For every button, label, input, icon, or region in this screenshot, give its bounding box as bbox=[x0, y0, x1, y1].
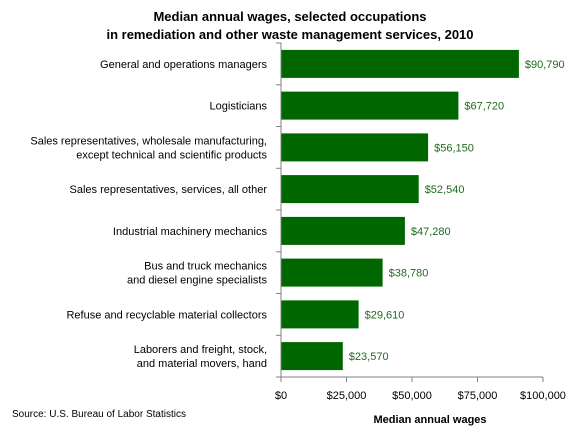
category-label: Sales representatives, wholesale manufac… bbox=[30, 135, 267, 147]
bar bbox=[281, 258, 383, 287]
data-label: $29,610 bbox=[365, 309, 405, 321]
category-label: and diesel engine specialists bbox=[127, 275, 268, 287]
category-label: Logisticians bbox=[210, 101, 268, 113]
data-label: $56,150 bbox=[434, 142, 474, 154]
category-label: Sales representatives, services, all oth… bbox=[70, 184, 268, 196]
source-note: Source: U.S. Bureau of Labor Statistics bbox=[12, 409, 186, 420]
data-label: $90,790 bbox=[525, 59, 565, 71]
chart-title-line: in remediation and other waste managemen… bbox=[106, 27, 473, 42]
category-label: Refuse and recyclable material collector… bbox=[66, 309, 267, 321]
x-axis-label: Median annual wages bbox=[373, 414, 486, 426]
category-label: Bus and truck mechanics bbox=[144, 261, 267, 273]
value-labels: $90,790 $67,720 $56,150 $52,540 $47,280 $38,7… bbox=[349, 59, 565, 363]
bar bbox=[281, 49, 519, 78]
data-label: $52,540 bbox=[425, 184, 465, 196]
x-tick-label: $50,000 bbox=[392, 390, 432, 402]
x-tick-label: $25,000 bbox=[327, 390, 367, 402]
x-tick-label: $0 bbox=[275, 390, 287, 402]
category-label: Laborers and freight, stock, bbox=[134, 344, 267, 356]
bars-group bbox=[281, 49, 519, 371]
category-label: Industrial machinery mechanics bbox=[113, 226, 268, 238]
data-label: $23,570 bbox=[349, 351, 389, 363]
category-labels: General and operations managers Logistici… bbox=[30, 59, 267, 370]
bar bbox=[281, 342, 343, 371]
chart-title: Median annual wages, selected occupation… bbox=[106, 9, 473, 42]
category-label: except technical and scientific products bbox=[76, 149, 267, 161]
bar bbox=[281, 216, 405, 245]
bar bbox=[281, 300, 359, 329]
category-label: and material movers, hand bbox=[137, 358, 267, 370]
bar bbox=[281, 175, 419, 204]
axes bbox=[276, 42, 544, 382]
bar bbox=[281, 133, 429, 162]
data-label: $38,780 bbox=[389, 268, 429, 280]
chart-title-line: Median annual wages, selected occupation… bbox=[153, 9, 426, 24]
category-label: General and operations managers bbox=[100, 59, 267, 71]
x-tick-label: $100,000 bbox=[520, 390, 566, 402]
bar bbox=[281, 91, 459, 120]
data-label: $67,720 bbox=[464, 101, 504, 113]
data-label: $47,280 bbox=[411, 226, 451, 238]
x-tick-label: $75,000 bbox=[458, 390, 498, 402]
x-tick-labels: $0 $25,000 $50,000 $75,000 $100,000 bbox=[275, 390, 566, 402]
